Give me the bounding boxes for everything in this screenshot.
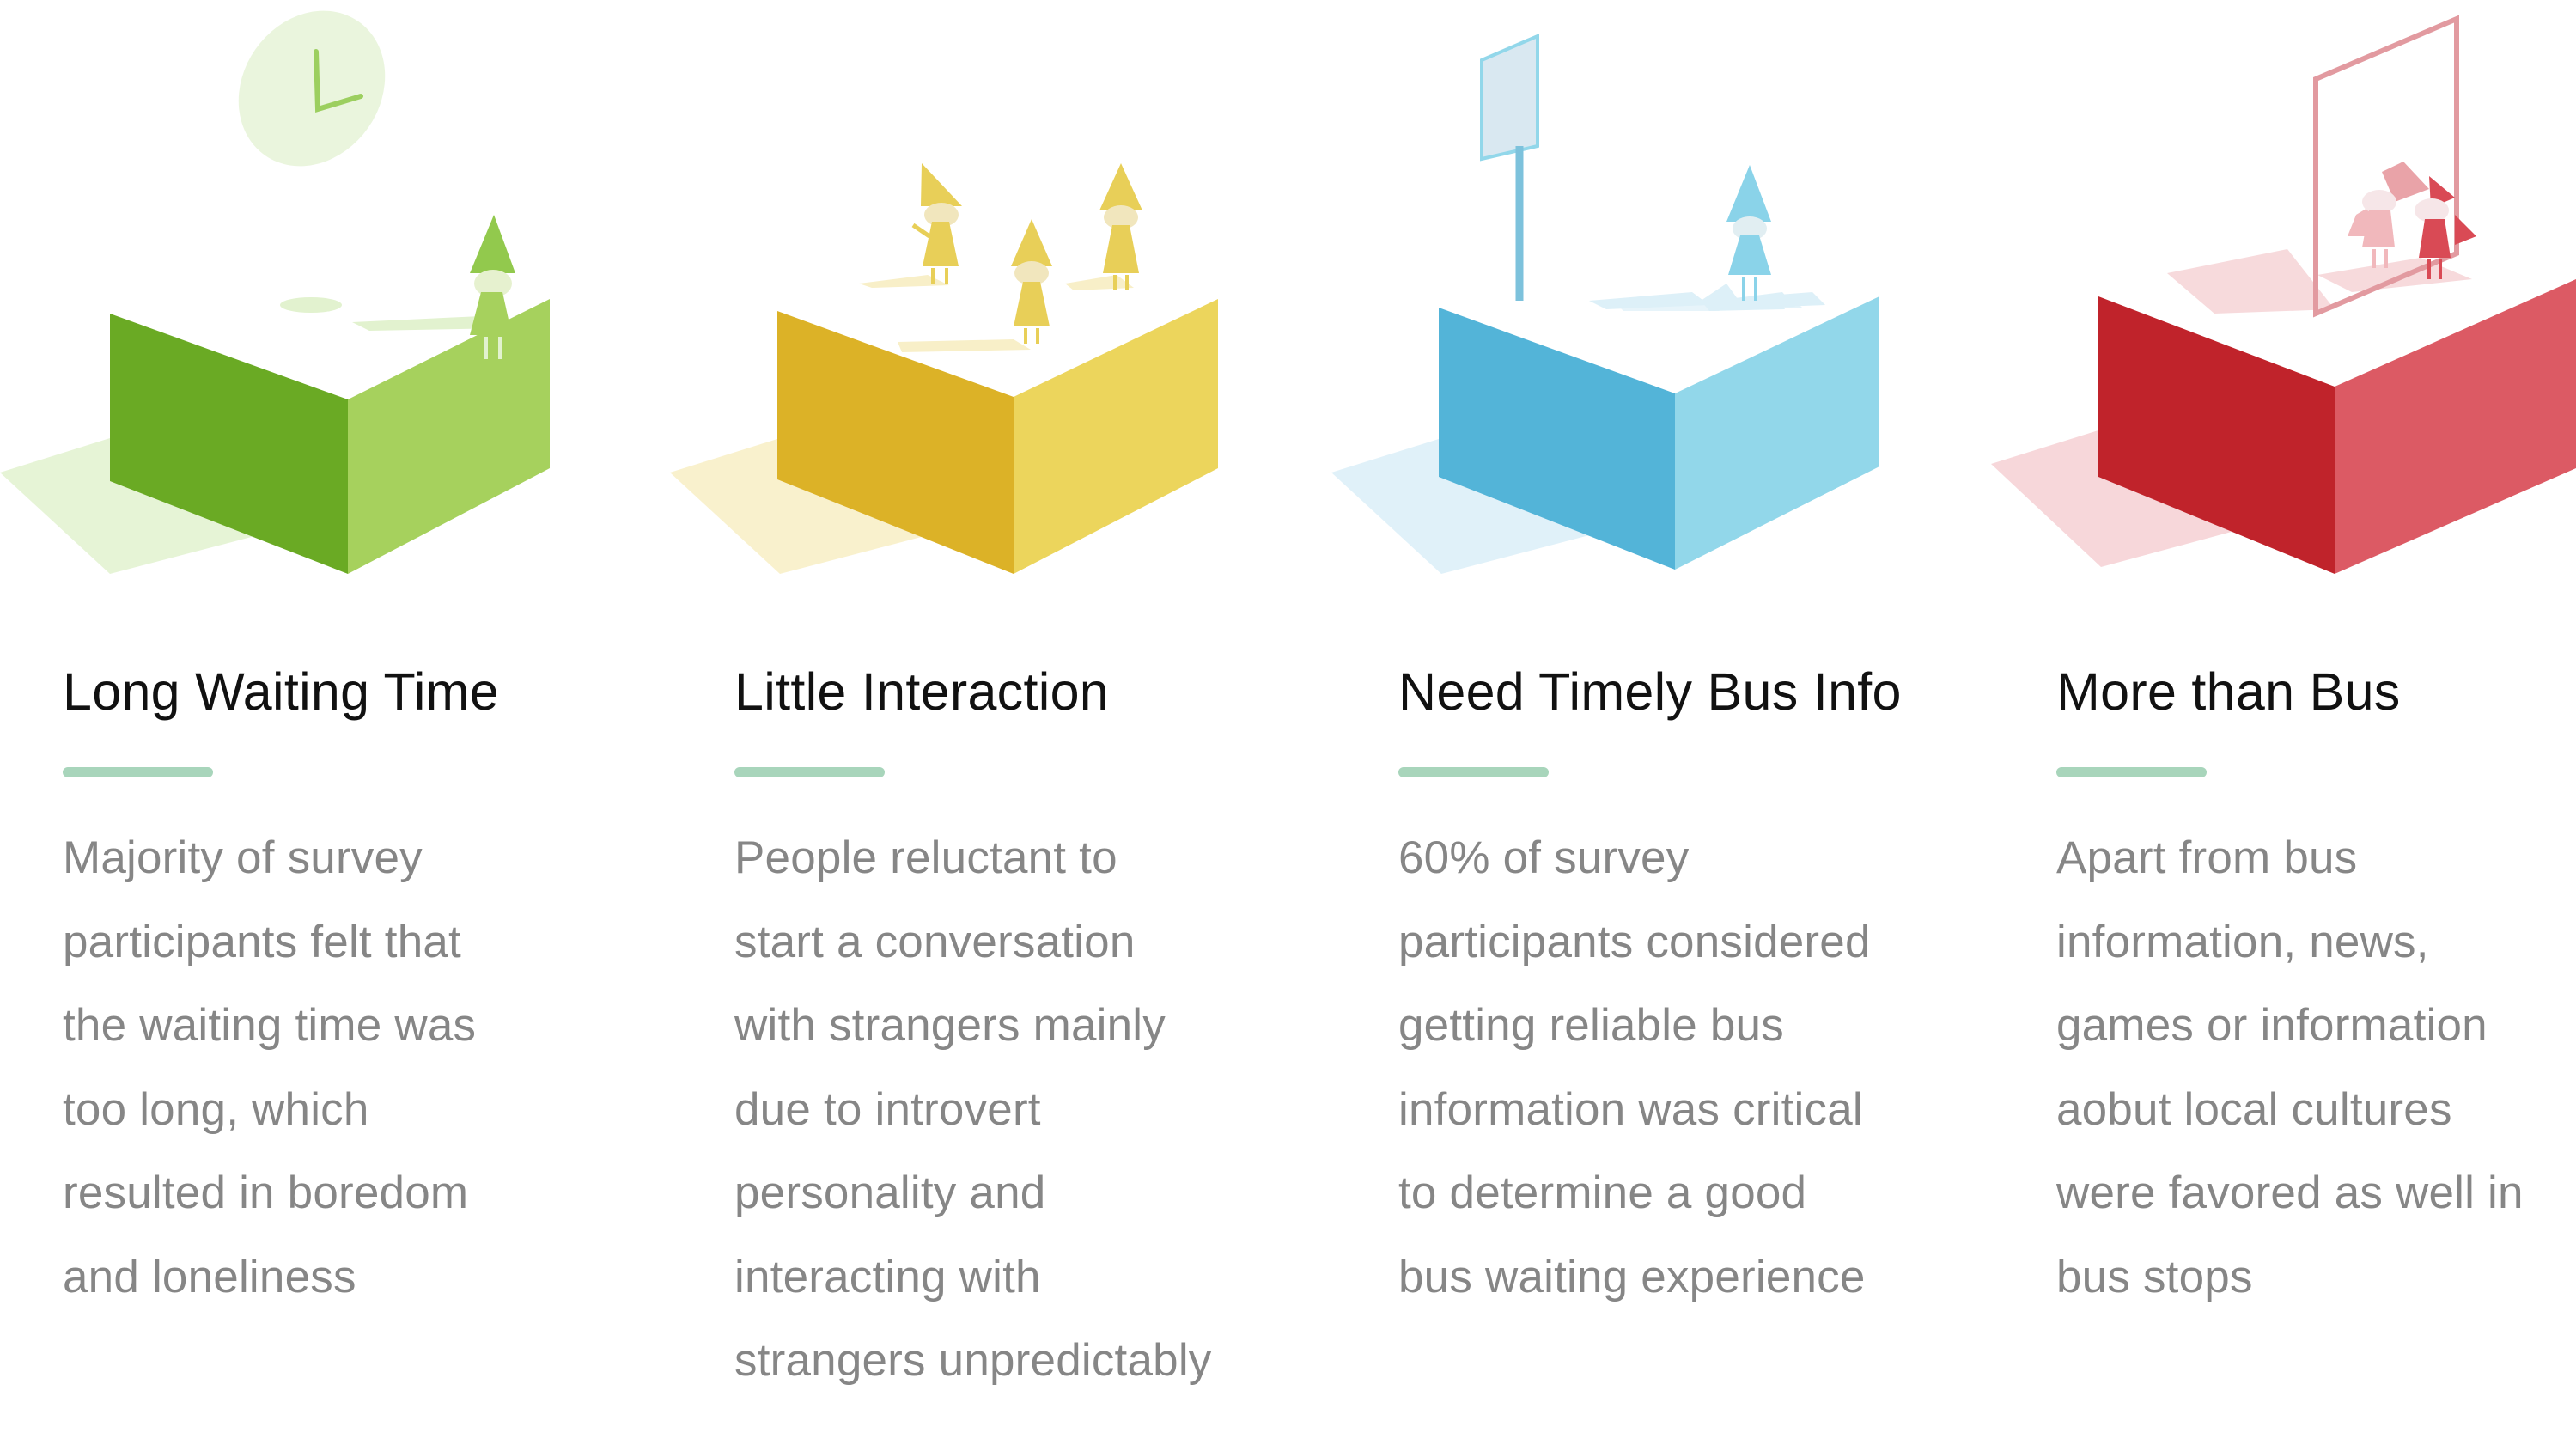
bus-stop-sign-icon	[1331, 33, 1879, 574]
clock-waiting-person-icon	[0, 10, 550, 574]
title-divider	[63, 767, 213, 777]
title-divider	[2056, 767, 2207, 777]
card-title: Little Interaction	[734, 662, 1110, 721]
card-description: People reluctant to start a conversation…	[734, 832, 1212, 1386]
card-title: Need Timely Bus Info	[1398, 662, 1902, 721]
card-title: More than Bus	[2056, 662, 2401, 721]
card-description: Apart from bus information, news, games …	[2056, 832, 2524, 1302]
insight-card-more-than-bus: More than Bus Apart from bus information…	[1991, 0, 2576, 1439]
insight-card-need-timely-bus-info: Need Timely Bus Info 60% of survey parti…	[1331, 0, 1950, 1439]
insight-card-long-waiting-time: Long Waiting Time Majority of survey par…	[0, 0, 618, 1439]
title-divider	[734, 767, 885, 777]
card-title: Long Waiting Time	[63, 662, 500, 721]
insight-card-little-interaction: Little Interaction People reluctant to s…	[670, 0, 1288, 1439]
card-description: Majority of survey participants felt tha…	[63, 832, 477, 1302]
title-divider	[1398, 767, 1549, 777]
card-description: 60% of survey participants considered ge…	[1398, 832, 1871, 1302]
three-strangers-icon	[670, 163, 1218, 574]
info-screen-icon	[1991, 15, 2576, 574]
